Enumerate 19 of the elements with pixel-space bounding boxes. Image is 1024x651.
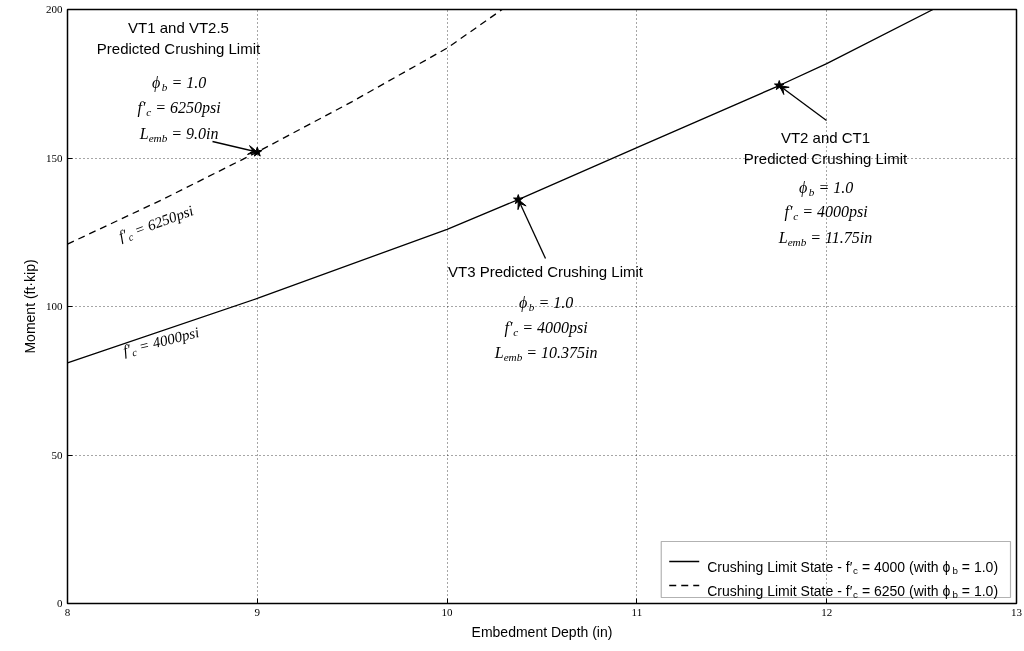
point xyxy=(513,194,524,205)
x-tick-label: 8 xyxy=(64,605,71,618)
x-tick-label: 12 xyxy=(821,605,833,618)
y-tick-label: 50 xyxy=(51,448,63,461)
annotation: f′c = 4000psi xyxy=(121,324,201,359)
x-axis-title: Embedment Depth (in) xyxy=(471,623,613,640)
y-axis-title: Moment (ft·kip) xyxy=(22,259,38,354)
y-tick-label: 150 xyxy=(46,151,63,164)
x-tick-label: 10 xyxy=(441,605,454,618)
annotation: VT3 Predicted Crushing Limit xyxy=(447,262,644,280)
annotation: f′c = 6250psi xyxy=(116,202,196,245)
y-tick-label: 200 xyxy=(46,3,63,15)
x-tick-label: 13 xyxy=(1011,605,1023,618)
annotation: VT2 and CT1 Predicted Crushing Limit xyxy=(743,128,909,167)
x-tick-label: 11 xyxy=(631,605,643,618)
y-tick-label: 100 xyxy=(46,300,63,312)
annotation: VT1 and VT2.5 Predicted Crushing Limit xyxy=(96,18,262,57)
x-tick-label: 9 xyxy=(254,605,261,618)
y-tick-label: 0 xyxy=(57,597,63,609)
